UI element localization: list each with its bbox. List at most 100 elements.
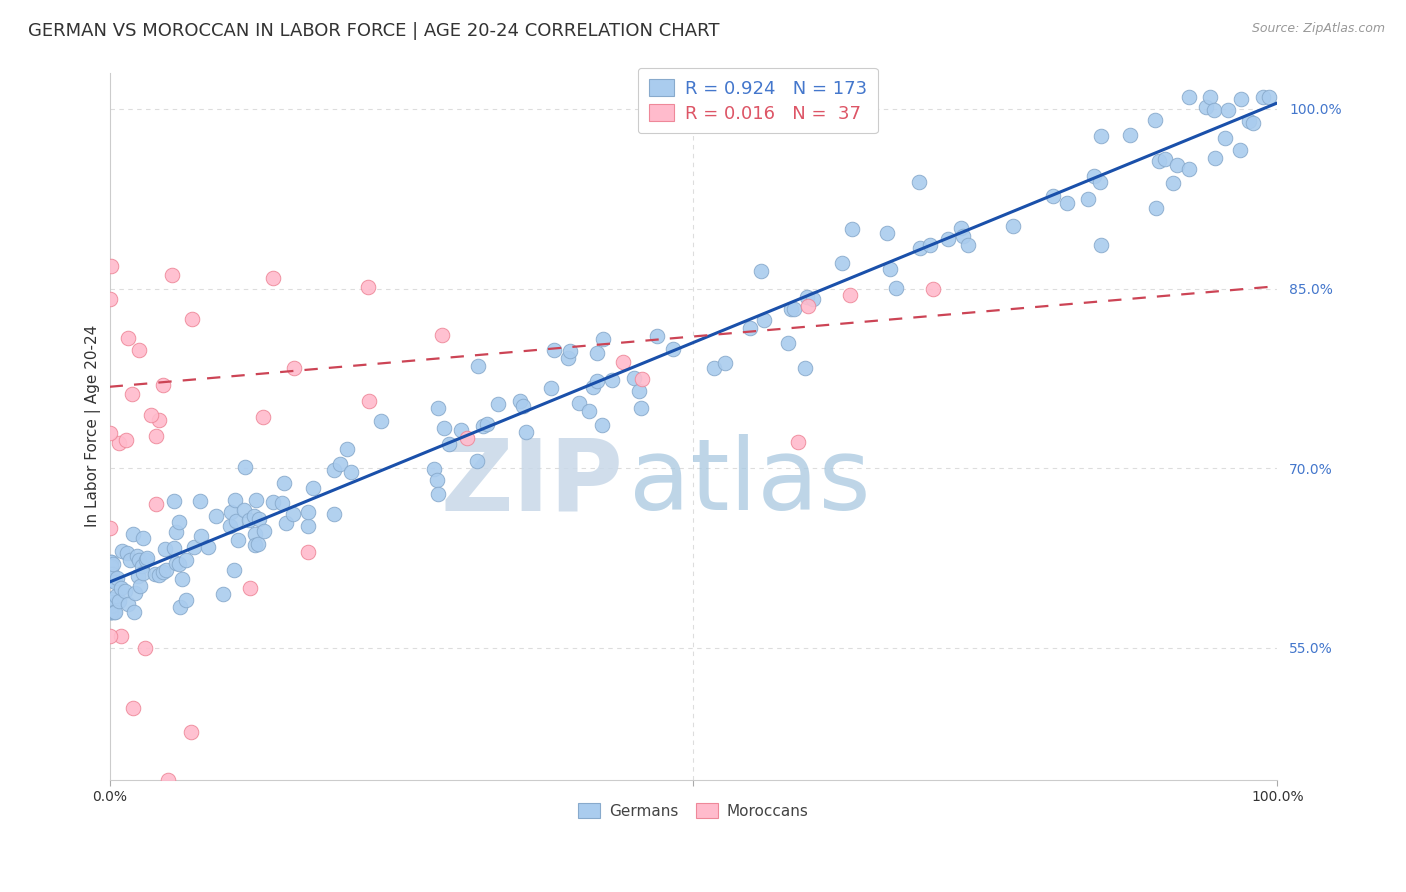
Point [336, 442, 359, 456]
Point [1195, 100, 1218, 114]
Point [879, 262, 901, 277]
Point [100, 559, 122, 574]
Point [627, 384, 650, 399]
Point [612, 355, 634, 369]
Text: atlas: atlas [630, 434, 870, 532]
Point [110, 543, 132, 558]
Point [1218, 103, 1240, 117]
Point [557, 351, 579, 366]
Point [486, 396, 509, 410]
Point [167, 515, 190, 529]
Point [918, 238, 941, 252]
Point [98, 521, 121, 535]
Point [703, 361, 725, 376]
Point [949, 220, 972, 235]
Point [778, 336, 800, 351]
Point [252, 410, 274, 425]
Point [831, 256, 853, 270]
Point [357, 280, 380, 294]
Point [876, 227, 898, 241]
Point [475, 417, 498, 432]
Point [631, 372, 654, 386]
Point [232, 503, 254, 517]
Point [591, 417, 613, 432]
Point [162, 268, 184, 283]
Point [329, 458, 352, 472]
Legend: Germans, Moroccans: Germans, Moroccans [572, 797, 815, 825]
Point [100, 572, 122, 586]
Point [107, 594, 129, 608]
Point [714, 357, 737, 371]
Point [100, 605, 122, 619]
Point [623, 371, 645, 385]
Text: Source: ZipAtlas.com: Source: ZipAtlas.com [1251, 22, 1385, 36]
Point [100, 560, 122, 574]
Point [283, 507, 305, 521]
Point [100, 555, 122, 569]
Point [104, 605, 127, 619]
Point [224, 563, 246, 577]
Point [127, 568, 149, 582]
Point [322, 463, 344, 477]
Point [1204, 152, 1226, 166]
Point [190, 529, 212, 543]
Point [122, 605, 145, 619]
Point [105, 590, 128, 604]
Point [127, 549, 149, 563]
Point [509, 393, 531, 408]
Point [465, 454, 488, 468]
Point [100, 555, 122, 569]
Point [134, 640, 156, 655]
Point [450, 424, 472, 438]
Point [1204, 103, 1226, 117]
Point [841, 221, 863, 235]
Point [1147, 153, 1170, 168]
Point [165, 524, 187, 539]
Point [801, 293, 824, 307]
Point [1144, 113, 1167, 128]
Point [152, 565, 174, 579]
Point [283, 360, 305, 375]
Point [592, 332, 614, 346]
Point [148, 567, 170, 582]
Point [957, 238, 980, 252]
Point [100, 573, 122, 587]
Point [1090, 238, 1112, 252]
Point [131, 566, 153, 580]
Point [1230, 92, 1253, 106]
Point [796, 290, 818, 304]
Point [645, 329, 668, 343]
Point [936, 232, 959, 246]
Point [122, 700, 145, 714]
Point [426, 474, 449, 488]
Point [139, 408, 162, 422]
Point [357, 393, 380, 408]
Point [839, 288, 862, 302]
Point [205, 509, 228, 524]
Point [152, 377, 174, 392]
Point [101, 557, 124, 571]
Point [370, 414, 392, 428]
Point [118, 553, 141, 567]
Point [1144, 201, 1167, 215]
Point [797, 299, 820, 313]
Point [1229, 144, 1251, 158]
Point [297, 545, 319, 559]
Point [145, 429, 167, 443]
Point [243, 509, 266, 524]
Point [181, 312, 204, 326]
Point [167, 558, 190, 572]
Point [339, 465, 361, 479]
Point [422, 462, 444, 476]
Point [1251, 90, 1274, 104]
Point [128, 343, 150, 357]
Point [786, 435, 808, 450]
Point [262, 495, 284, 509]
Point [1241, 115, 1264, 129]
Point [98, 292, 121, 306]
Point [467, 359, 489, 374]
Point [456, 431, 478, 445]
Point [100, 594, 122, 608]
Point [794, 360, 817, 375]
Point [238, 513, 260, 527]
